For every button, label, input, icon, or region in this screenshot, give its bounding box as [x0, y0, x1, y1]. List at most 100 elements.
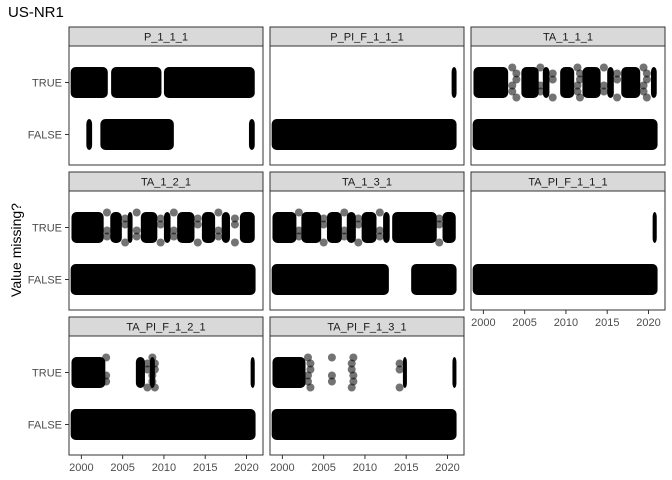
data-point-true	[639, 87, 648, 96]
data-point-true	[148, 377, 157, 386]
data-point-true	[143, 359, 152, 368]
data-point-true	[599, 87, 608, 96]
data-point-true	[642, 75, 651, 84]
x-tick-label: 2015	[394, 462, 418, 474]
point-band-false	[271, 264, 389, 295]
data-point-true	[349, 353, 358, 362]
data-point-true	[395, 383, 404, 392]
point-band-true	[402, 357, 407, 388]
x-tick-label: 2020	[435, 462, 459, 474]
data-point-true	[132, 232, 141, 241]
point-band-false	[472, 264, 658, 295]
data-point-true	[303, 353, 312, 362]
point-band-true	[301, 212, 322, 243]
point-band-true	[71, 357, 106, 388]
data-point-true	[214, 208, 223, 217]
facet-strip-label: TA_1_2_1	[141, 177, 191, 189]
point-band-false	[100, 119, 174, 150]
facet-panel: TA_1_3_1	[269, 171, 465, 311]
point-band-true	[201, 212, 216, 243]
data-point-true	[102, 353, 111, 362]
point-band-true	[272, 357, 306, 388]
data-point-true	[148, 353, 157, 362]
data-point-true	[132, 208, 141, 217]
data-point-true	[349, 371, 358, 380]
point-band-true	[560, 67, 575, 98]
point-band-true	[521, 67, 539, 98]
data-point-true	[349, 377, 358, 386]
data-point-true	[230, 220, 239, 229]
data-point-true	[512, 69, 521, 78]
x-tick-label: 2015	[193, 462, 217, 474]
data-point-true	[169, 226, 178, 235]
x-tick-label: 2000	[270, 462, 294, 474]
data-point-true	[508, 81, 517, 90]
point-band-false	[86, 119, 93, 150]
data-point-true	[642, 93, 651, 102]
y-tick-label: FALSE	[28, 275, 62, 287]
x-tick-label: 2010	[152, 462, 176, 474]
facet-strip-label: TA_1_1_1	[543, 32, 593, 44]
data-point-true	[639, 81, 648, 90]
x-tick-label: 2010	[353, 462, 377, 474]
data-point-true	[347, 359, 356, 368]
data-point-true	[156, 238, 165, 247]
data-point-true	[340, 208, 349, 217]
chart-title: US-NR1	[8, 4, 64, 21]
point-band-true	[650, 67, 657, 98]
point-band-true	[221, 212, 230, 243]
data-point-true	[347, 365, 356, 374]
data-point-true	[193, 238, 202, 247]
data-point-true	[150, 359, 159, 368]
facet-panel: P_1_1_1 TRUE FALSE	[28, 26, 264, 166]
data-point-true	[319, 220, 328, 229]
data-point-true	[508, 63, 517, 72]
point-band-true	[140, 212, 158, 243]
data-point-true	[613, 75, 622, 84]
data-point-true	[102, 371, 111, 380]
facet-strip-label: TA_PI_F_1_1_1	[528, 177, 607, 189]
point-band-true	[71, 212, 104, 243]
data-point-true	[435, 238, 444, 247]
point-band-true	[621, 67, 641, 98]
point-band-true	[582, 67, 601, 98]
data-point-true	[354, 238, 363, 247]
data-point-true	[306, 383, 315, 392]
data-point-true	[303, 371, 312, 380]
data-point-true	[548, 93, 557, 102]
point-band-true	[361, 212, 377, 243]
data-point-true	[548, 69, 557, 78]
data-point-true	[575, 75, 584, 84]
y-tick-label: TRUE	[32, 223, 62, 235]
data-point-true	[121, 214, 130, 223]
data-point-true	[340, 226, 349, 235]
facet-panel: TA_PI_F_1_1_1 2000 2005 2010 2015 2020	[470, 171, 666, 329]
point-band-true	[177, 212, 195, 243]
x-tick-label: 2000	[471, 317, 495, 329]
y-tick-label: FALSE	[28, 130, 62, 142]
x-tick-label: 2005	[110, 462, 134, 474]
data-point-true	[193, 214, 202, 223]
data-point-true	[121, 238, 130, 247]
point-band-false	[411, 264, 457, 295]
data-point-true	[102, 226, 111, 235]
point-band-false	[271, 119, 457, 150]
point-band-false	[70, 264, 256, 295]
point-band-true	[239, 212, 255, 243]
data-point-true	[327, 377, 336, 386]
point-band-true	[542, 67, 550, 98]
data-point-true	[375, 208, 384, 217]
point-band-true	[452, 357, 457, 388]
point-band-true	[473, 67, 509, 98]
point-band-true	[607, 67, 614, 98]
data-point-true	[375, 232, 384, 241]
x-tick-label: 2015	[595, 317, 619, 329]
point-band-true	[163, 212, 171, 243]
data-point-true	[613, 69, 622, 78]
point-band-true	[272, 212, 297, 243]
facet-panel: TA_PI_F_1_3_1 2000 2005 2010 2015 2020	[269, 316, 465, 474]
facet-strip-label: TA_PI_F_1_3_1	[327, 322, 406, 334]
data-point-true	[319, 238, 328, 247]
data-point-true	[575, 93, 584, 102]
